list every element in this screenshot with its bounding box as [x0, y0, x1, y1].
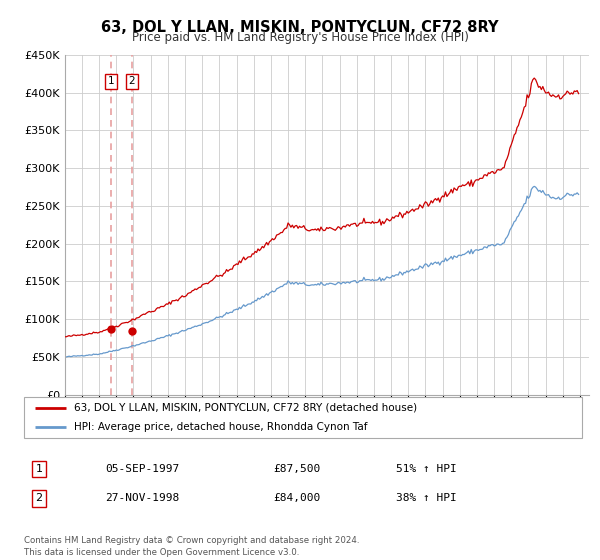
Text: 51% ↑ HPI: 51% ↑ HPI: [396, 464, 457, 474]
FancyBboxPatch shape: [24, 397, 582, 438]
Text: 27-NOV-1998: 27-NOV-1998: [105, 493, 179, 503]
Text: 2: 2: [128, 76, 135, 86]
Text: 2: 2: [35, 493, 43, 503]
Text: 38% ↑ HPI: 38% ↑ HPI: [396, 493, 457, 503]
Text: £84,000: £84,000: [273, 493, 320, 503]
Text: Contains HM Land Registry data © Crown copyright and database right 2024.
This d: Contains HM Land Registry data © Crown c…: [24, 536, 359, 557]
Text: HPI: Average price, detached house, Rhondda Cynon Taf: HPI: Average price, detached house, Rhon…: [74, 422, 368, 432]
Text: 1: 1: [107, 76, 114, 86]
Text: £87,500: £87,500: [273, 464, 320, 474]
Text: 05-SEP-1997: 05-SEP-1997: [105, 464, 179, 474]
Text: 63, DOL Y LLAN, MISKIN, PONTYCLUN, CF72 8RY (detached house): 63, DOL Y LLAN, MISKIN, PONTYCLUN, CF72 …: [74, 403, 418, 413]
Text: 1: 1: [35, 464, 43, 474]
Text: 63, DOL Y LLAN, MISKIN, PONTYCLUN, CF72 8RY: 63, DOL Y LLAN, MISKIN, PONTYCLUN, CF72 …: [101, 20, 499, 35]
Text: Price paid vs. HM Land Registry's House Price Index (HPI): Price paid vs. HM Land Registry's House …: [131, 31, 469, 44]
